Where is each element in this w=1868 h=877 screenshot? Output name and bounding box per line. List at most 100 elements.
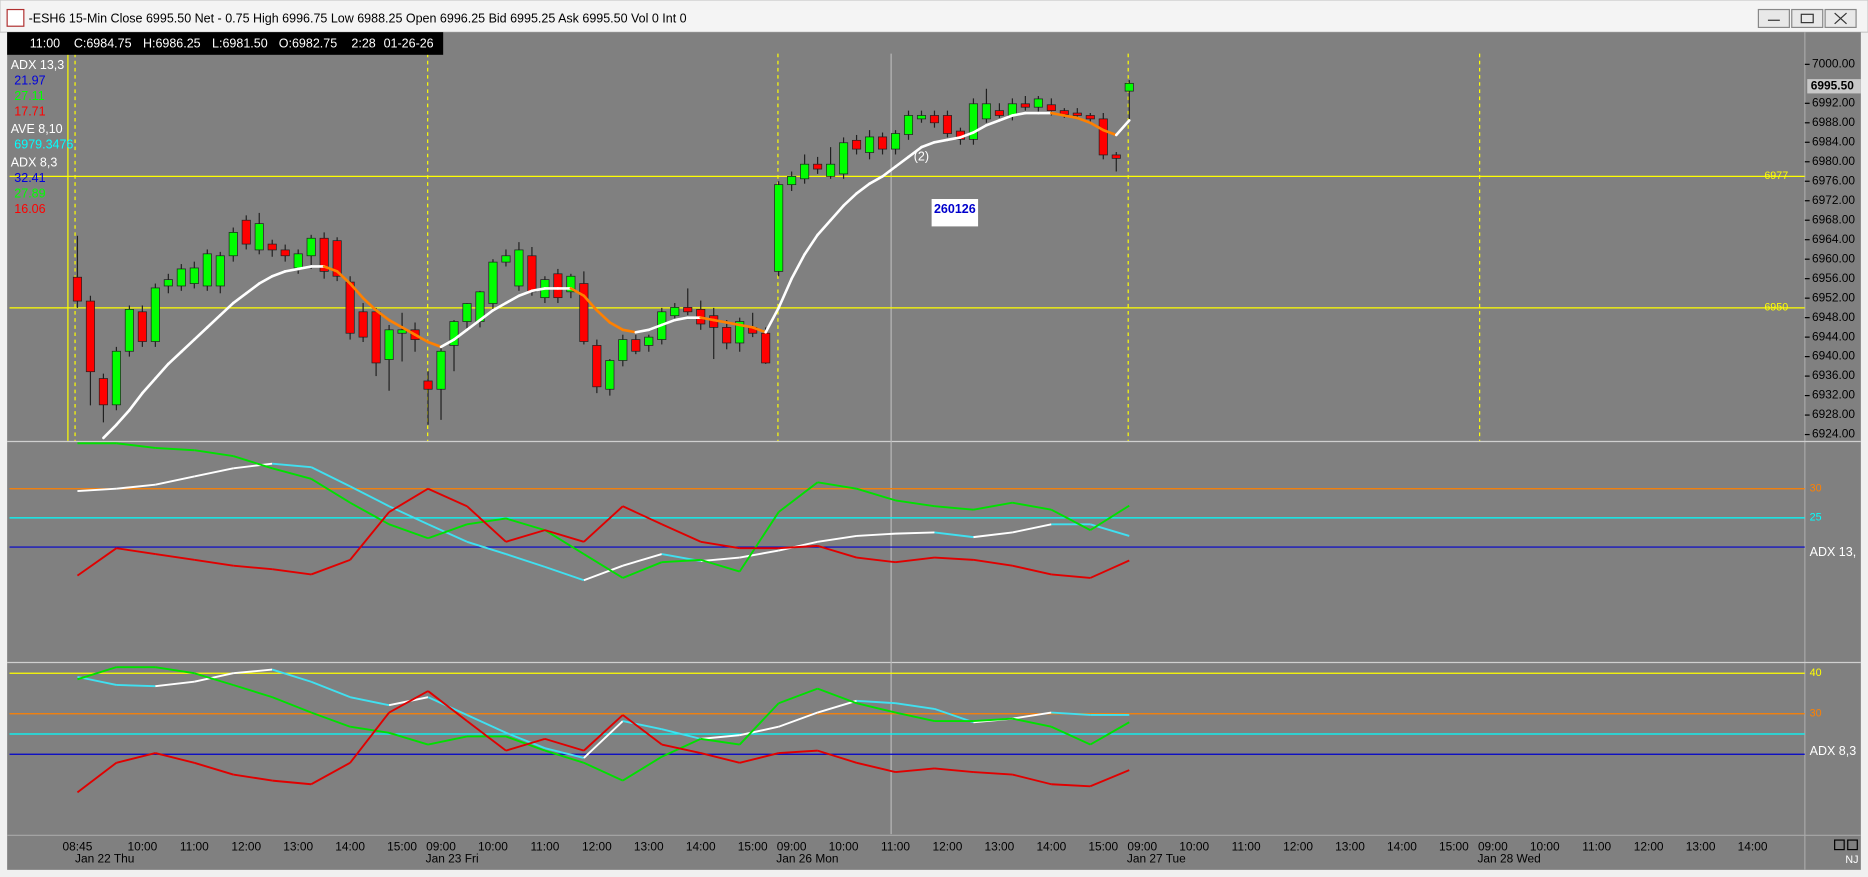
indicator-segment [194, 672, 234, 683]
moving-average-segment [868, 175, 884, 185]
indicator-segment [1089, 559, 1130, 579]
candle-body [839, 142, 849, 175]
candle-body [202, 253, 212, 287]
moving-average-segment [582, 294, 599, 312]
x-tick-label: 09:00 [1127, 839, 1157, 853]
x-tick-label: 10:00 [127, 839, 157, 853]
indicator-segment [895, 702, 935, 710]
indicator-segment [271, 696, 312, 714]
indicator-segment [661, 728, 701, 740]
candle-body [566, 275, 576, 293]
y-tick-label: 6928.00 [1812, 407, 1855, 421]
candle-body [371, 311, 381, 364]
candle-body [1124, 82, 1134, 92]
indicator-segment [583, 720, 624, 759]
candle-body [345, 281, 355, 334]
x-tick-label: 09:00 [1478, 839, 1508, 853]
scroll-box[interactable] [1834, 839, 1845, 851]
indicator-segment [817, 481, 857, 490]
indicator-segment [505, 735, 546, 752]
indicator-segment [271, 668, 312, 683]
scroll-box[interactable] [1847, 839, 1858, 851]
x-tick-label: 08:45 [63, 839, 93, 853]
minimize-button[interactable] [1757, 8, 1790, 29]
candle-body [501, 255, 511, 263]
restore-icon [1800, 13, 1814, 24]
moving-average-segment [192, 326, 209, 341]
indicator-segment [622, 561, 663, 579]
candle-body [332, 240, 342, 277]
legend-value: 6979.3476 [14, 138, 73, 152]
indicator-segment [1012, 501, 1052, 511]
last-price-box [1807, 79, 1861, 94]
x-tick-label: 14:00 [1387, 839, 1417, 853]
x-tick-label: 12:00 [1283, 839, 1313, 853]
indicator-segment [232, 684, 273, 699]
y-tick-label: 6924.00 [1812, 427, 1855, 441]
indicator-segment [934, 531, 974, 539]
legend-value: 17.71 [14, 104, 45, 118]
candle-body [605, 360, 615, 390]
y-tick-label: 6992.00 [1812, 95, 1855, 109]
moving-average-segment [673, 316, 690, 322]
last-price-label: 6995.50 [1811, 78, 1854, 92]
indicator-segment [817, 535, 857, 543]
y-tick-label: 7000.00 [1812, 56, 1855, 70]
restore-button[interactable] [1791, 8, 1824, 29]
indicator-segment [116, 752, 156, 764]
indicator-segment [76, 762, 117, 794]
indicator-segment [700, 556, 740, 562]
indicator-segment [544, 565, 585, 582]
indicator-segment [583, 714, 624, 752]
moving-average-segment [205, 313, 222, 329]
x-tick-label: 14:00 [1738, 839, 1768, 853]
indicator-segment [310, 558, 351, 576]
legend-value: 21.97 [14, 73, 45, 87]
indicator-segment [466, 720, 507, 752]
pane-label: ADX 8,3 [1810, 744, 1857, 758]
x-tick-label: 15:00 [1439, 839, 1469, 853]
indicator-segment [778, 481, 819, 513]
indicator-segment [622, 720, 662, 731]
moving-average-segment [322, 265, 339, 273]
indicator-segment [817, 544, 857, 559]
indicator-segment [544, 749, 585, 764]
moving-average-segment [167, 350, 183, 366]
moving-average-segment [452, 328, 469, 341]
indicator-segment [310, 711, 351, 728]
indicator-segment [895, 711, 935, 722]
data-window-open: O:6982.75 [279, 36, 337, 50]
indicator-segment [155, 475, 195, 486]
legend-label: AVE 8,10 [11, 122, 63, 136]
level-label: 30 [1810, 708, 1822, 720]
indicator-segment [739, 752, 779, 764]
moving-average-segment [725, 321, 742, 327]
level-label: 30 [1810, 483, 1822, 495]
level-label: 40 [1810, 667, 1822, 679]
moving-average-segment [154, 362, 170, 380]
x-tick-label: 13:00 [1335, 839, 1365, 853]
x-date-label: Jan 28 Wed [1477, 851, 1540, 865]
candle-body [761, 332, 771, 364]
moving-average-segment [751, 326, 767, 334]
candle-body [189, 267, 199, 284]
indicator-segment [77, 487, 117, 493]
indicator-segment [739, 725, 779, 737]
indicator-segment [778, 749, 818, 755]
indicator-segment [1089, 769, 1130, 788]
indicator-segment [1051, 783, 1091, 788]
indicator-segment [622, 714, 663, 746]
y-tick-label: 6980.00 [1812, 154, 1855, 168]
indicator-segment [233, 773, 273, 782]
x-tick-label: 13:00 [283, 839, 313, 853]
indicator-segment [778, 687, 818, 705]
y-tick-label: 6948.00 [1812, 310, 1855, 324]
indicator-segment [778, 544, 818, 550]
indicator-segment [116, 483, 156, 490]
moving-average-segment [1076, 116, 1092, 125]
indicator-segment [778, 711, 818, 728]
moving-average-segment [413, 333, 430, 344]
moving-average-segment [296, 265, 313, 271]
indicator-segment [700, 734, 740, 740]
indicator-segment [817, 749, 857, 764]
